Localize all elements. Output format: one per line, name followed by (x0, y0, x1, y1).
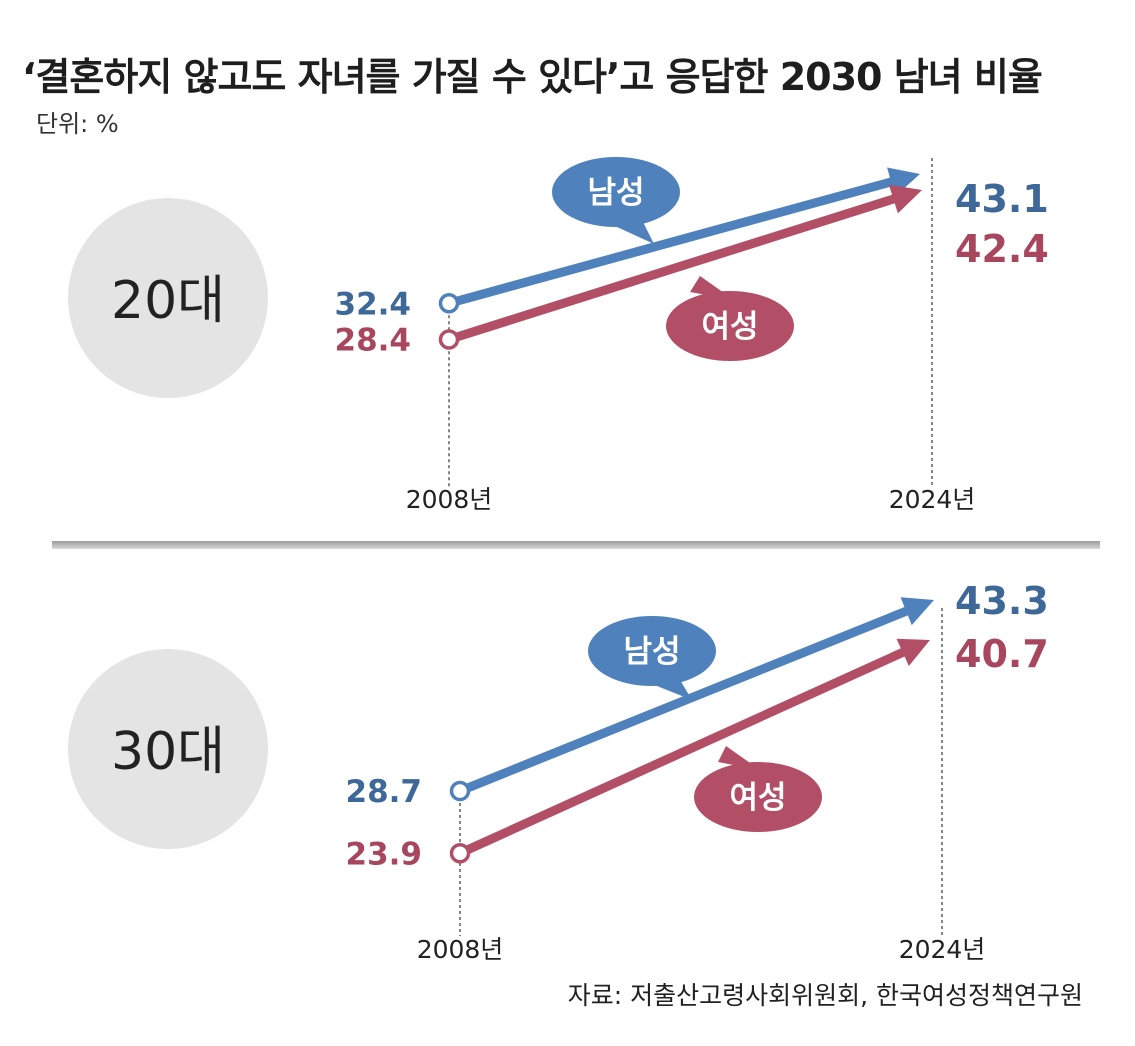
start-point-female (438, 329, 460, 350)
legend-bubble-female-label: 여성 (729, 780, 786, 816)
start-point-female (449, 843, 471, 864)
x-tick-label-end: 2024년 (899, 935, 986, 964)
series-line-female (447, 193, 899, 344)
chart-title: ‘결혼하지 않고도 자녀를 가질 수 있다’고 응답한 2030 남녀 비율 (22, 55, 1043, 99)
source-label: 자료: 저출산고령사회위원회, 한국여성정책연구원 (567, 981, 1083, 1010)
legend-bubble-male-shape (552, 157, 680, 227)
start-value-label-female: 28.4 (335, 322, 412, 358)
series-line-male (458, 605, 912, 796)
x-tick-label-start: 2008년 (417, 935, 504, 964)
end-value-label-male: 43.3 (955, 579, 1049, 623)
start-point-male (438, 293, 460, 314)
series-arrowhead-female (888, 184, 922, 214)
legend-bubble-female-shape (666, 291, 794, 361)
legend-bubble-female: 여성 (666, 276, 794, 361)
end-value-label-male: 43.1 (955, 177, 1049, 221)
start-value-label-male: 32.4 (335, 286, 412, 322)
legend-bubble-male-shape (588, 616, 716, 686)
legend-bubble-female: 여성 (694, 746, 822, 832)
x-tick-label-end: 2024년 (889, 485, 976, 514)
series-line-male (447, 176, 897, 308)
legend-bubble-male-label: 남성 (623, 634, 680, 670)
x-tick-label-start: 2008년 (406, 485, 493, 514)
legend-bubble-male: 남성 (588, 616, 716, 700)
age-group-label: 30대 (111, 722, 225, 782)
legend-bubble-male: 남성 (552, 157, 680, 244)
age-group-label: 20대 (111, 271, 225, 331)
series-line-female (458, 646, 909, 858)
end-value-label-female: 40.7 (955, 632, 1049, 676)
legend-bubble-female-label: 여성 (701, 309, 758, 345)
series-arrowhead-female (896, 638, 930, 667)
start-value-label-male: 28.7 (346, 774, 423, 810)
panel-divider (52, 541, 1100, 549)
unit-label: 단위: % (36, 110, 119, 138)
legend-bubble-female-shape (694, 762, 822, 832)
age-group-circle (64, 194, 272, 402)
end-value-label-female: 42.4 (955, 227, 1049, 271)
legend-bubble-male-label: 남성 (587, 175, 644, 211)
age-group-circle (64, 645, 272, 853)
start-value-label-female: 23.9 (346, 836, 423, 872)
series-arrowhead-male (900, 597, 934, 626)
start-point-male (449, 780, 471, 802)
